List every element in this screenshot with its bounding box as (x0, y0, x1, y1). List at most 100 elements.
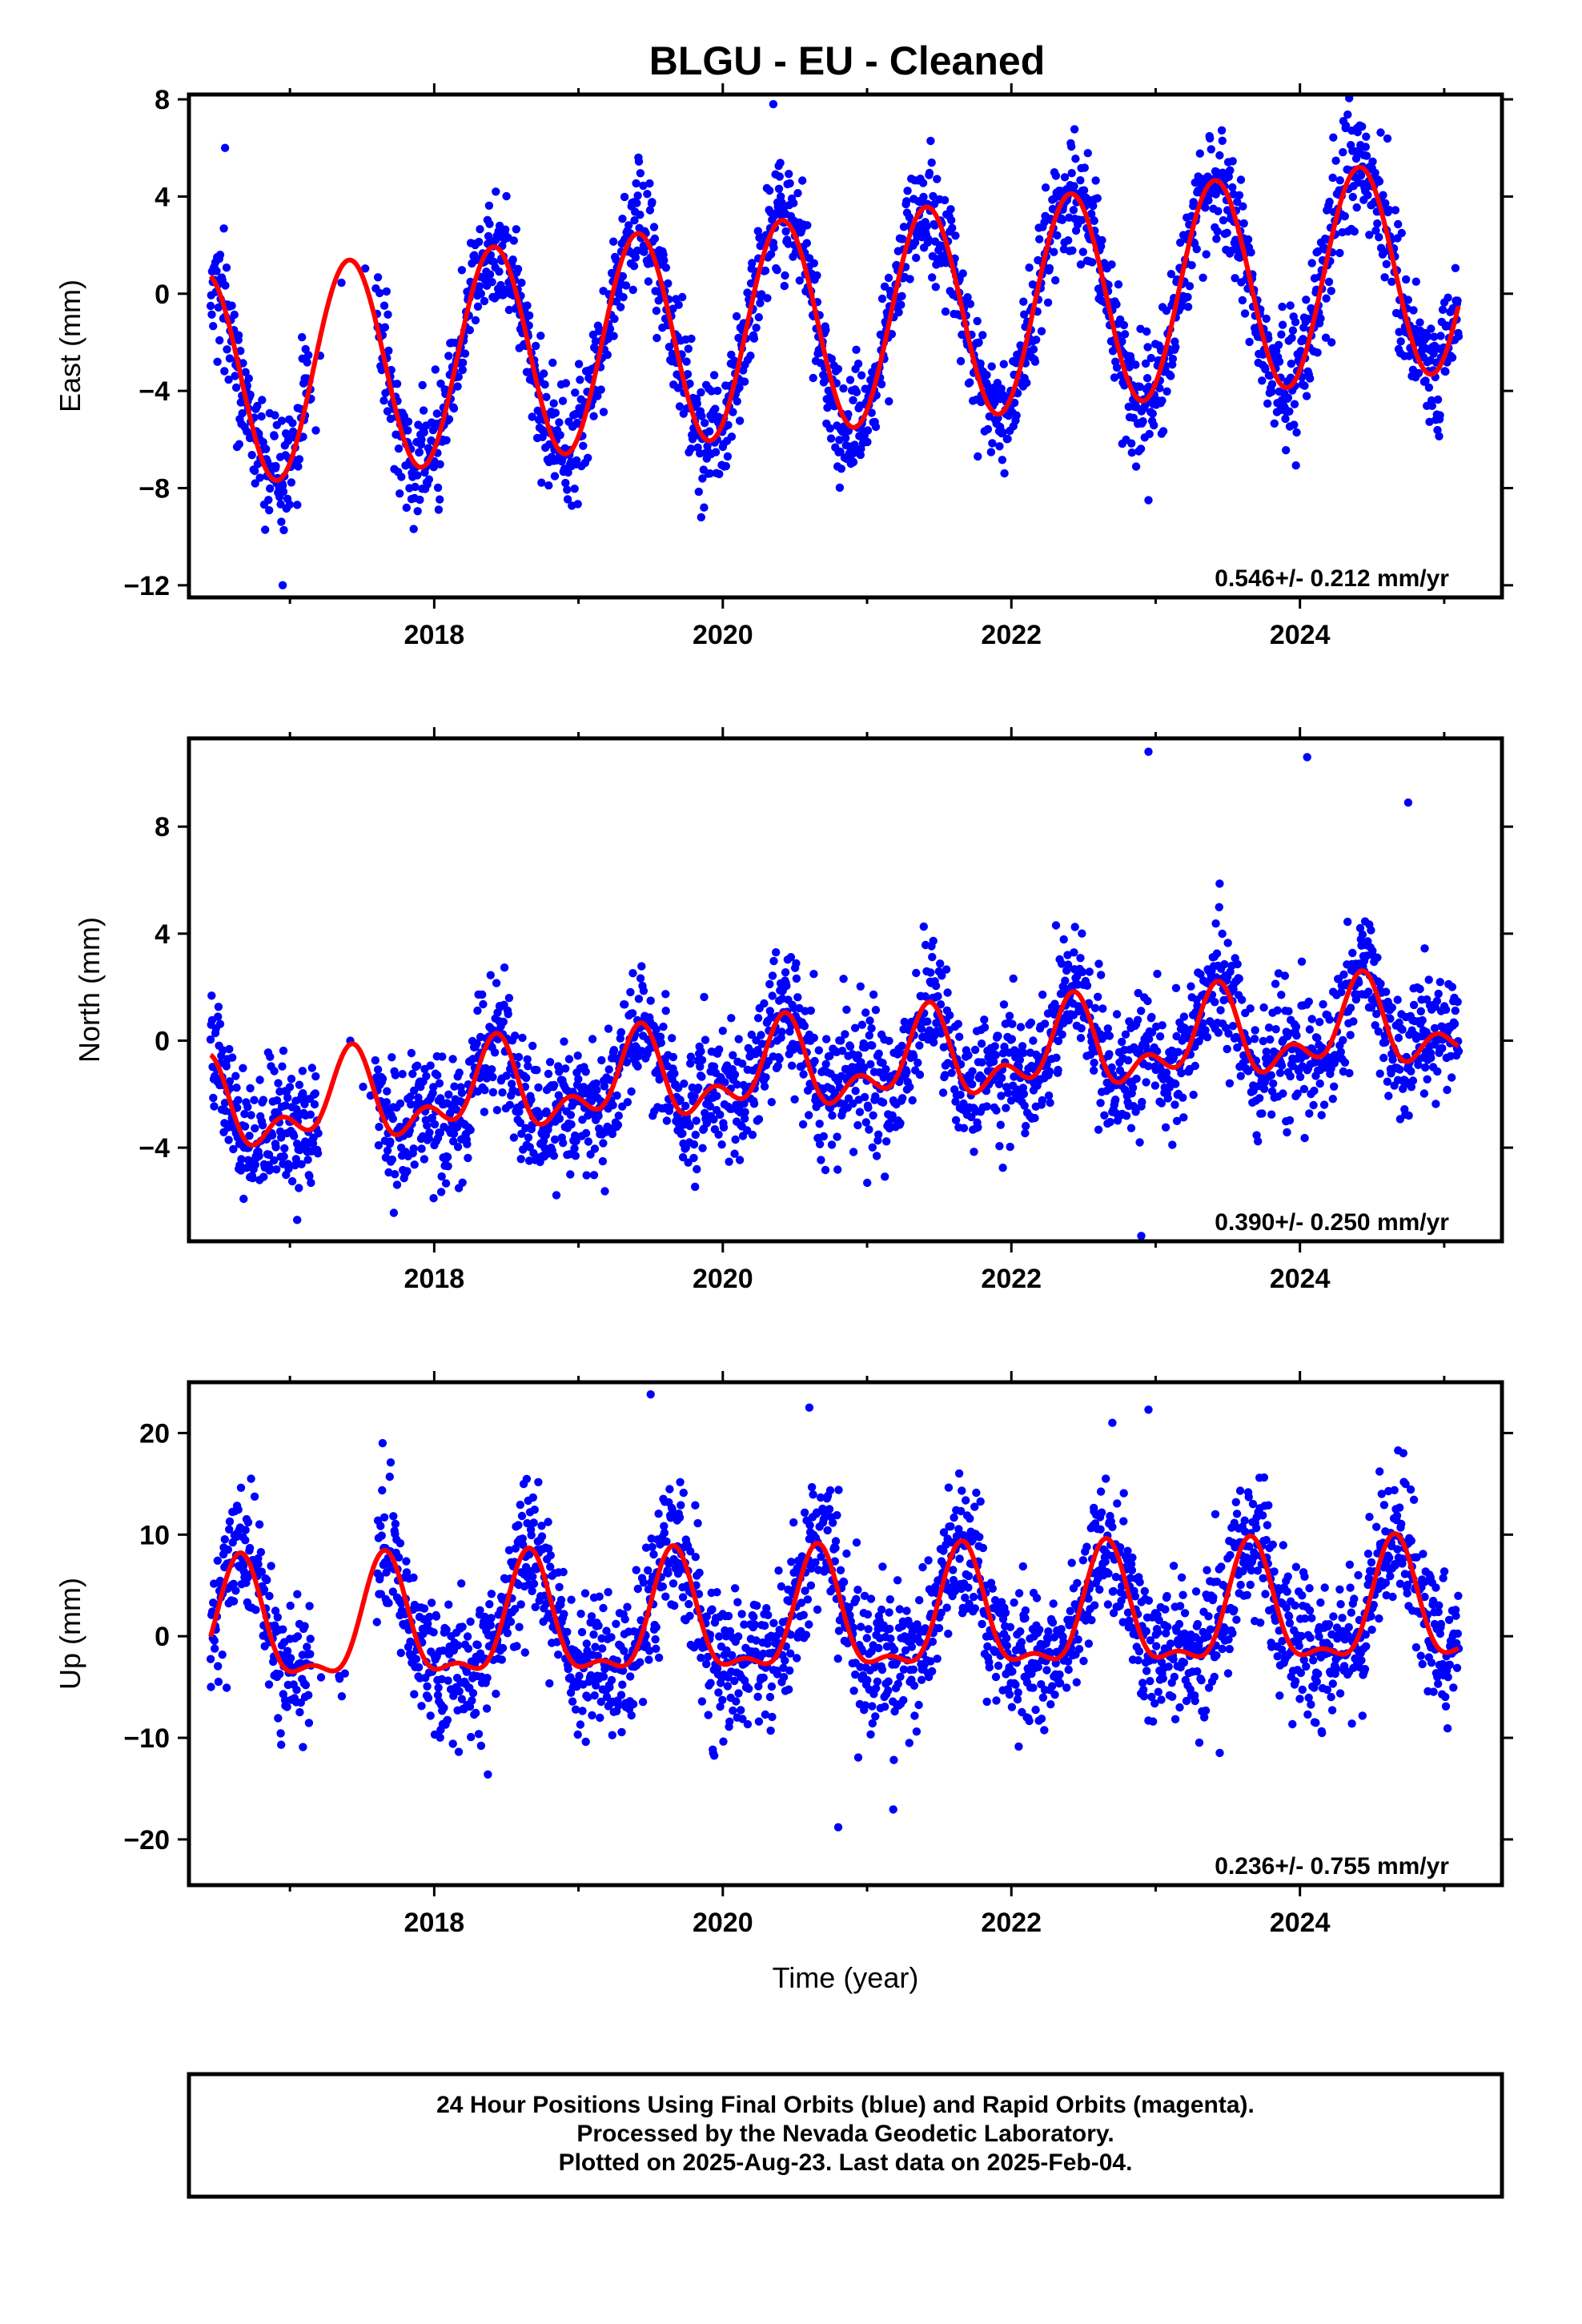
data-point (301, 1681, 311, 1690)
data-point (247, 1111, 255, 1120)
data-point (464, 1644, 473, 1653)
data-point (908, 1096, 917, 1105)
data-point (928, 952, 937, 962)
data-point (1089, 201, 1098, 211)
outlier-point (1144, 496, 1153, 505)
data-point (1192, 244, 1202, 254)
data-point (465, 326, 474, 335)
data-point (279, 487, 288, 497)
data-point (1447, 983, 1457, 991)
data-point (803, 221, 812, 230)
data-point (659, 1022, 668, 1031)
data-point (261, 525, 270, 534)
data-point (1000, 468, 1009, 478)
data-point (844, 410, 853, 419)
data-point (941, 307, 950, 316)
data-point (250, 1096, 259, 1104)
data-point (1419, 1089, 1429, 1098)
data-point (936, 959, 945, 968)
data-point (709, 371, 719, 380)
data-point (1189, 198, 1198, 207)
data-point (1201, 203, 1210, 212)
data-point (868, 1041, 877, 1050)
data-point (809, 1033, 818, 1043)
data-point (379, 1513, 389, 1522)
data-point (416, 495, 424, 505)
data-point (860, 1092, 869, 1102)
data-point (933, 175, 942, 183)
data-point (413, 471, 422, 480)
data-point (966, 378, 974, 387)
data-point (207, 991, 216, 1000)
data-point (1187, 261, 1196, 270)
data-point (1090, 1058, 1098, 1068)
data-point (787, 1061, 797, 1070)
data-point (590, 1144, 600, 1153)
data-point (609, 1046, 619, 1055)
data-point (458, 365, 467, 375)
data-point (669, 304, 677, 313)
data-point (1050, 247, 1058, 256)
data-point (1291, 461, 1300, 470)
data-point (1009, 974, 1018, 983)
data-point (1141, 359, 1150, 368)
data-point (480, 1086, 489, 1095)
data-point (717, 1140, 726, 1149)
data-point (924, 235, 933, 243)
data-point (1307, 259, 1316, 267)
data-point (454, 1747, 464, 1756)
data-point (463, 1140, 472, 1148)
data-point (234, 1096, 243, 1105)
data-point (1254, 1137, 1263, 1146)
data-point (743, 288, 752, 297)
data-point (956, 356, 966, 366)
y-tick-label: 0 (155, 279, 170, 310)
data-point (643, 190, 652, 199)
data-point (885, 1036, 893, 1046)
data-point (542, 392, 551, 401)
data-point (558, 396, 568, 405)
data-point (781, 271, 789, 280)
data-point (492, 1106, 502, 1115)
data-point (780, 281, 789, 291)
data-point (592, 1085, 601, 1095)
data-point (259, 1096, 268, 1104)
data-point (460, 349, 470, 358)
data-point (404, 426, 412, 435)
data-point (379, 396, 388, 405)
data-point (1290, 420, 1299, 429)
data-point (1258, 1109, 1267, 1118)
data-point (958, 269, 967, 278)
y-tick-label: −4 (139, 376, 170, 407)
data-point (1218, 929, 1227, 939)
data-point (271, 1143, 280, 1152)
data-point (466, 1617, 475, 1626)
data-point (749, 1100, 759, 1108)
data-point (898, 1094, 907, 1103)
data-point (492, 187, 500, 196)
data-point (1267, 388, 1276, 396)
data-point (567, 1120, 576, 1129)
data-point (591, 336, 600, 346)
data-point (498, 1088, 507, 1097)
data-point (633, 191, 642, 200)
data-point (1367, 926, 1375, 935)
data-point (240, 1122, 250, 1131)
data-point (877, 294, 887, 304)
data-point (1021, 1128, 1030, 1138)
data-point (748, 259, 757, 267)
data-point (775, 1055, 784, 1063)
data-point (1022, 1121, 1030, 1131)
data-point (311, 1089, 319, 1098)
data-point (1453, 296, 1462, 305)
data-point (732, 312, 741, 321)
data-point (225, 1517, 235, 1526)
data-point (259, 1172, 268, 1181)
data-point (905, 1083, 914, 1092)
data-point (536, 332, 545, 340)
data-point (361, 264, 370, 273)
data-point (815, 1140, 825, 1148)
data-point (492, 979, 501, 987)
data-point (814, 1046, 823, 1055)
data-point (264, 1680, 274, 1689)
